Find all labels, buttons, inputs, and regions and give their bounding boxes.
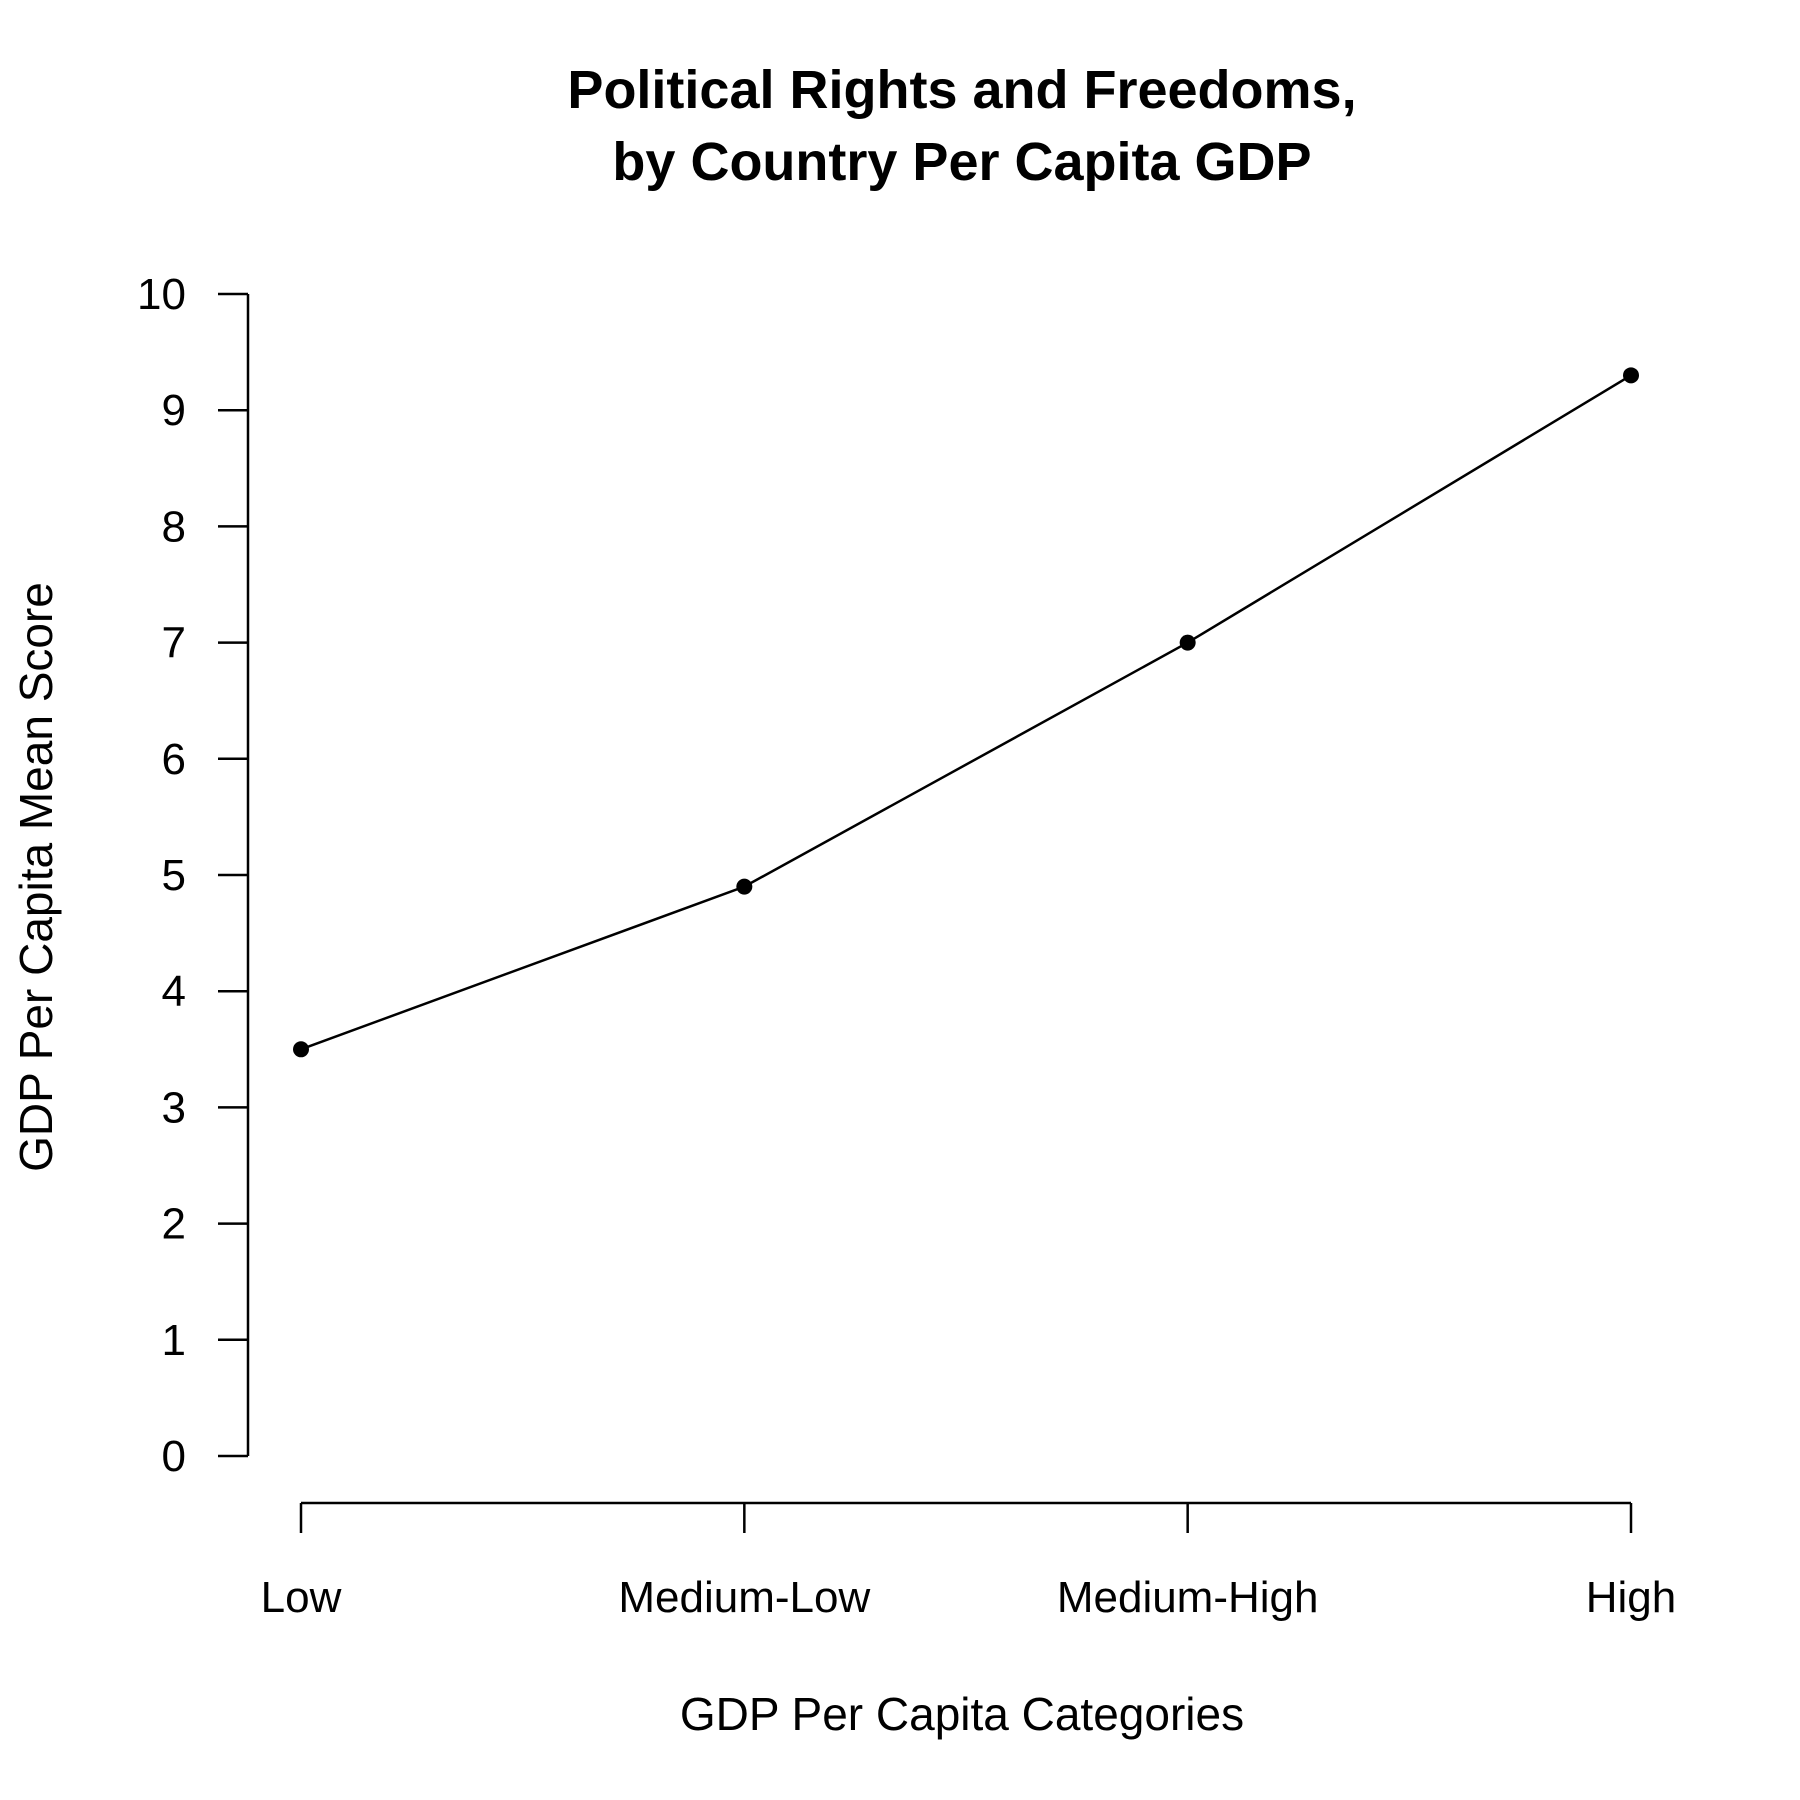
data-point-low [293,1041,309,1058]
x-axis: Low Medium-Low Medium-High High [261,1501,1677,1622]
y-tick-label: 10 [137,270,186,319]
y-tick-label: 4 [162,967,186,1016]
chart-title-line-1: Political Rights and Freedoms, [567,60,1356,120]
y-tick-label: 9 [162,386,186,435]
x-tick-label: Medium-High [1057,1573,1319,1622]
x-tick-label: Low [261,1573,342,1622]
y-axis: 0 1 2 3 4 5 6 7 8 9 10 [137,270,250,1481]
data-point-high [1623,367,1639,384]
y-axis-title: GDP Per Capita Mean Score [10,582,62,1172]
y-tick-label: 5 [162,851,186,900]
x-tick-label: High [1586,1573,1677,1622]
data-point-medium-high [1179,634,1196,651]
y-tick-label: 2 [162,1200,186,1249]
chart-title-line-2: by Country Per Capita GDP [612,132,1311,192]
y-tick-label: 8 [162,502,186,551]
series-line [300,374,1632,1051]
y-tick-label: 1 [162,1316,186,1365]
y-tick-label: 0 [162,1432,186,1481]
data-point-medium-low [736,878,753,895]
y-tick-label: 3 [162,1083,186,1132]
data-series [293,367,1639,1058]
x-axis-title: GDP Per Capita Categories [680,1688,1244,1740]
y-tick-label: 6 [162,735,186,784]
y-tick-label: 7 [162,619,186,668]
x-tick-label: Medium-Low [618,1573,870,1622]
